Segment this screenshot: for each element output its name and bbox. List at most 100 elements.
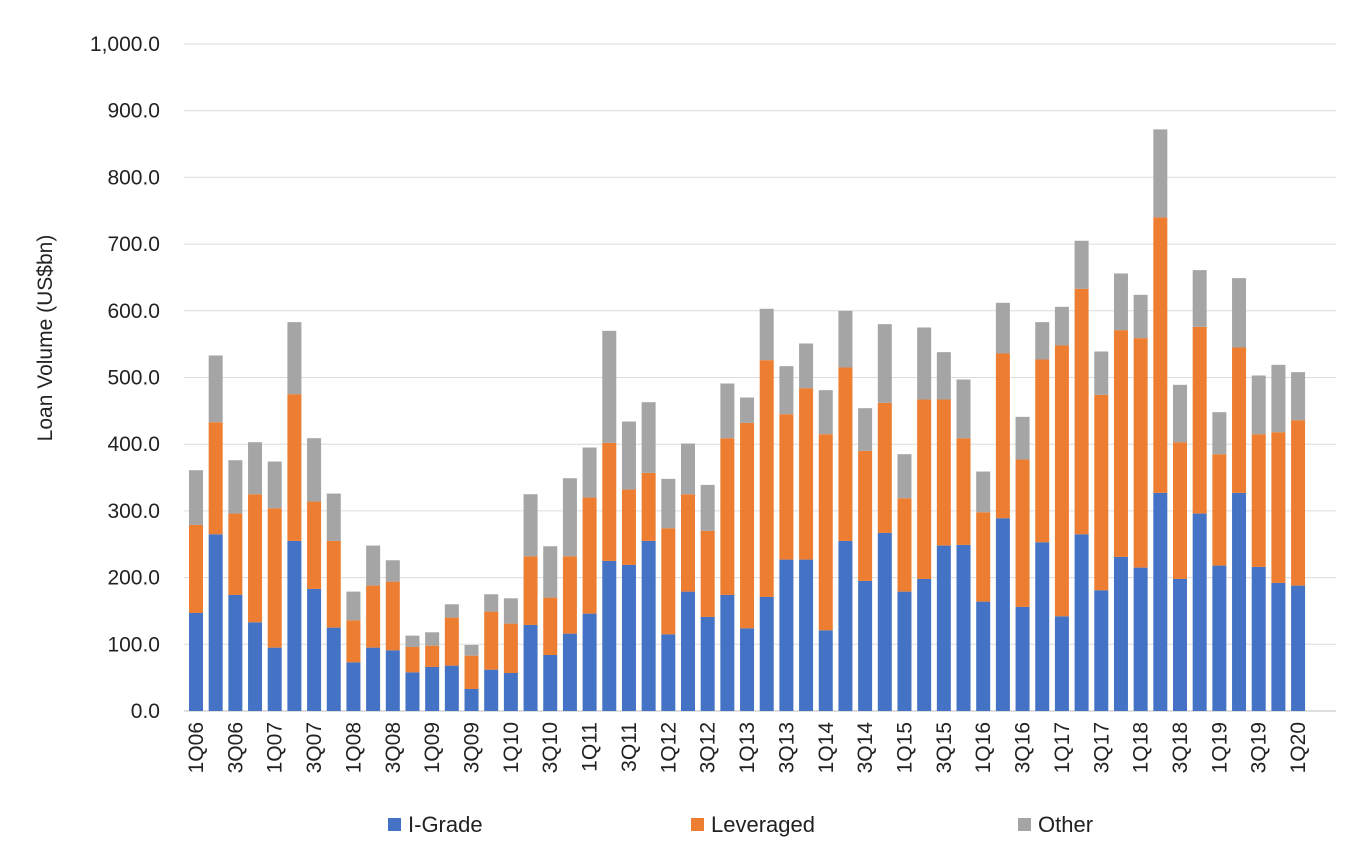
bar-segment-i-grade (346, 662, 361, 711)
bar-segment-i-grade (858, 580, 873, 711)
bar-segment-other (1212, 412, 1227, 455)
bar-segment-leveraged (1133, 338, 1148, 568)
x-tick-label: 1Q16 (972, 722, 995, 773)
bar-segment-i-grade (248, 622, 263, 711)
y-tick-label: 800.0 (107, 166, 160, 189)
bar-segment-leveraged (444, 617, 459, 666)
bar-segment-i-grade (759, 596, 774, 711)
bar-segment-leveraged (562, 556, 577, 634)
legend-swatch (1018, 818, 1031, 831)
bar-segment-leveraged (799, 388, 814, 560)
bar-segment-other (1153, 129, 1168, 218)
y-tick-label: 1,000.0 (90, 33, 160, 56)
bar-segment-other (1113, 273, 1128, 331)
bar-segment-other (1232, 278, 1247, 348)
bar-segment-leveraged (779, 414, 794, 560)
bar-segment-leveraged (995, 353, 1010, 519)
bar-segment-i-grade (1035, 542, 1050, 711)
bar-segment-other (503, 598, 518, 624)
bar-segment-other (208, 355, 223, 423)
bar-segment-other (681, 443, 695, 495)
bar-segment-i-grade (1291, 585, 1306, 711)
bar-segment-other (543, 546, 558, 598)
x-tick-label: 3Q07 (303, 722, 326, 773)
bar-segment-i-grade (1054, 616, 1069, 711)
bar-segment-other (602, 330, 617, 443)
legend-swatch (388, 818, 401, 831)
bar-segment-other (1094, 351, 1109, 395)
bar-segment-other (1192, 270, 1207, 327)
bar-segment-leveraged (346, 620, 361, 663)
bar-segment-other (877, 324, 892, 403)
y-axis-title: Loan Volume (US$bn) (34, 235, 57, 442)
bar-segment-leveraged (1015, 459, 1030, 607)
bar-segment-other (1173, 384, 1187, 443)
bar-segment-other (897, 454, 912, 499)
y-tick-label: 600.0 (107, 300, 160, 323)
bar-segment-other (228, 460, 243, 514)
x-tick-label: 1Q07 (264, 722, 287, 773)
bar-segment-i-grade (1212, 565, 1227, 711)
x-tick-label: 1Q14 (815, 722, 838, 774)
bar-segment-other (1035, 322, 1050, 360)
bar-segment-leveraged (1035, 359, 1050, 543)
legend-label: Other (1038, 812, 1093, 837)
bar-segment-other (248, 442, 263, 495)
bar-segment-other (621, 421, 636, 490)
legend-swatch (691, 818, 704, 831)
bar-segment-other (523, 494, 538, 557)
bar-segment-i-grade (1153, 492, 1168, 711)
x-tick-label: 1Q08 (342, 722, 365, 773)
bar-segment-i-grade (976, 601, 991, 711)
bar-segment-i-grade (818, 630, 833, 711)
x-tick-label: 3Q13 (775, 722, 798, 773)
bar-segment-i-grade (1173, 578, 1187, 711)
bar-segment-other (838, 310, 853, 368)
y-tick-label: 700.0 (107, 233, 160, 256)
bar-segment-leveraged (582, 497, 597, 614)
bar-segment-i-grade (425, 666, 440, 711)
bar-segment-leveraged (425, 645, 440, 667)
x-tick-label: 1Q19 (1208, 722, 1231, 773)
bar-segment-i-grade (1192, 513, 1207, 711)
bar-segment-i-grade (1113, 556, 1128, 711)
bar-segment-other (956, 379, 971, 439)
x-tick-label: 3Q11 (618, 722, 641, 772)
bar-segment-other (759, 308, 774, 361)
bar-segment-other (1054, 306, 1069, 346)
bar-segment-i-grade (779, 559, 794, 711)
bar-segment-other (641, 402, 656, 473)
legend-label: I-Grade (408, 812, 483, 837)
x-tick-label: 3Q12 (697, 722, 720, 773)
y-tick-label: 400.0 (107, 433, 160, 456)
bar-segment-i-grade (1133, 567, 1148, 711)
bar-segment-i-grade (936, 545, 951, 711)
x-tick-label: 1Q10 (500, 722, 523, 773)
x-tick-label: 3Q19 (1248, 722, 1271, 773)
bar-segment-i-grade (917, 578, 932, 711)
bar-segment-i-grade (877, 532, 892, 711)
bar-segment-other (582, 447, 597, 498)
bar-segment-i-grade (1094, 590, 1109, 711)
x-tick-label: 3Q18 (1169, 722, 1192, 773)
legend-label: Leveraged (711, 812, 815, 837)
bar-segment-other (740, 397, 755, 423)
bar-segment-i-grade (326, 627, 341, 712)
bar-segment-other (818, 390, 833, 435)
bar-segment-i-grade (287, 540, 302, 711)
y-tick-label: 900.0 (107, 100, 160, 123)
bar-segment-i-grade (562, 633, 577, 711)
bar-segment-other (405, 635, 420, 647)
bar-segment-i-grade (641, 540, 656, 711)
legend: I-Grade Leveraged Other (388, 812, 1093, 837)
bar-segment-leveraged (1291, 420, 1306, 586)
bar-segment-leveraged (208, 422, 223, 535)
bar-segment-other (976, 471, 991, 513)
bar-segment-leveraged (621, 489, 636, 565)
bar-segment-leveraged (523, 556, 538, 625)
bar-segment-leveraged (1192, 326, 1207, 514)
bar-segment-leveraged (405, 646, 420, 673)
bar-segment-i-grade (208, 534, 223, 711)
x-tick-label: 3Q14 (854, 722, 877, 774)
bar-segment-other (917, 327, 932, 400)
